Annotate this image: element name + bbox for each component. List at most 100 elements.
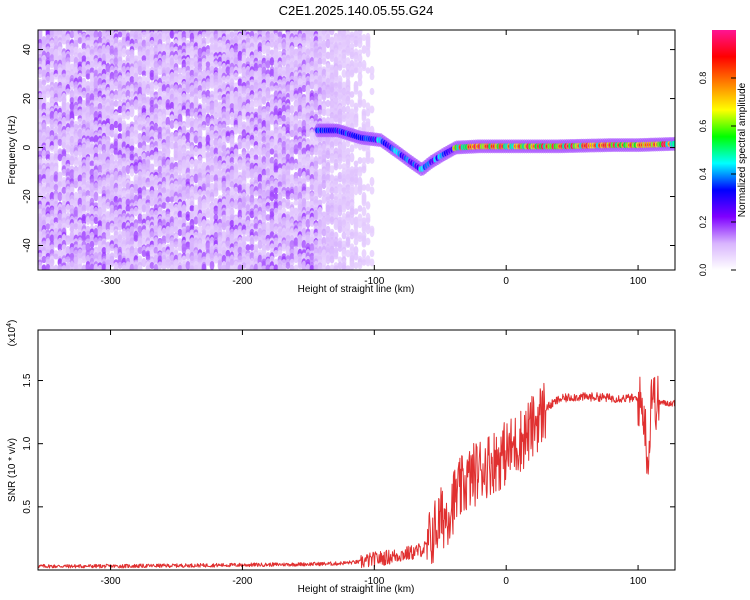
spectrogram-noise-cell — [109, 226, 115, 233]
spectrogram-noise-cell — [53, 141, 59, 150]
spectrogram-noise-cell — [105, 144, 111, 153]
spectrogram-noise-cell — [73, 180, 79, 189]
spectrogram-noise-cell — [73, 108, 79, 117]
spectrogram-noise-cell — [149, 54, 155, 63]
spectrogram-noise-cell — [65, 144, 71, 153]
spectrogram-noise-cell — [73, 123, 79, 132]
spectrogram-noise-cell — [361, 165, 367, 174]
spectrogram-noise-cell — [53, 253, 59, 260]
spectrogram-noise-cell — [41, 250, 47, 257]
spectrogram-noise-cell — [81, 204, 87, 213]
spectrogram-noise-cell — [369, 72, 375, 81]
spectrogram-noise-cell — [89, 189, 95, 198]
spectrogram-noise-cell — [201, 263, 207, 270]
spectrogram-noise-cell — [77, 128, 83, 139]
spectrogram-noise-cell — [105, 264, 111, 270]
spectrogram-noise-cell — [57, 249, 63, 258]
spectrogram-noise-cell — [117, 123, 123, 132]
spectrogram-noise-cell — [89, 49, 95, 56]
spectrogram-noise-cell — [97, 102, 103, 111]
spectrogram-noise-cell — [117, 222, 123, 231]
spectrogram-noise-cell — [89, 53, 95, 64]
spectrogram-noise-cell — [77, 160, 83, 167]
spectrogram-noise-cell — [69, 147, 75, 156]
spectrogram-noise-cell — [141, 176, 147, 187]
spectrogram-noise-cell — [53, 174, 59, 183]
spectrogram-noise-cell — [125, 153, 131, 162]
spectrogram-noise-cell — [69, 138, 75, 147]
spectrogram-noise-cell — [65, 88, 71, 95]
spectrogram-noise-cell — [69, 102, 75, 111]
spectrogram-noise-cell — [357, 38, 363, 49]
spectrogram-noise-cell — [117, 133, 123, 140]
spectrogram-noise-cell — [129, 132, 135, 141]
spectrogram-noise-cell — [97, 186, 103, 195]
spectrogram-noise-cell — [89, 147, 95, 156]
spectrogram-noise-cell — [69, 30, 75, 39]
spectrogram-noise-cell — [97, 152, 103, 163]
spectrogram-noise-cell — [97, 48, 103, 57]
spectrogram-noise-cell — [133, 134, 139, 145]
spectrogram-noise-cell — [133, 62, 139, 73]
spectrogram-noise-cell — [113, 94, 119, 101]
spectrogram-noise-cell — [73, 264, 79, 270]
spectrogram-noise-cell — [137, 207, 143, 216]
spectrogram-noise-cell — [69, 54, 75, 63]
spectrogram-noise-cell — [369, 157, 375, 164]
spectrogram-noise-cell — [89, 93, 95, 102]
spectrogram-noise-cell — [89, 263, 95, 270]
spectrogram-noise-cell — [57, 153, 63, 162]
spectrogram-noise-cell — [145, 136, 151, 143]
spectrogram-noise-cell — [117, 60, 123, 69]
spectrogram-noise-cell — [93, 237, 99, 246]
spectrogram-noise-cell — [49, 234, 55, 243]
spectrogram-noise-cell — [149, 72, 155, 81]
spectrogram-noise-cell — [77, 37, 83, 44]
spectrogram-noise-cell — [125, 101, 131, 112]
spectrogram-noise-cell — [45, 90, 51, 99]
spectrogram-noise-cell — [357, 78, 363, 87]
spectrogram-noise-cell — [121, 122, 127, 133]
spectrogram-noise-cell — [333, 253, 339, 260]
spectrogram-noise-cell — [105, 79, 111, 86]
spectrogram-noise-cell — [45, 46, 51, 53]
spectrogram-noise-cell — [109, 32, 115, 43]
spectrogram-noise-cell — [137, 264, 143, 270]
spectrogram-noise-cell — [121, 30, 127, 36]
spectrogram-noise-cell — [141, 70, 147, 77]
spectrogram-noise-cell — [353, 121, 359, 128]
spectrogram-noise-cell — [41, 79, 47, 86]
spectrogram-noise-cell — [77, 180, 83, 189]
spectrogram-noise-cell — [69, 186, 75, 195]
spectrogram-noise-cell — [113, 216, 119, 225]
spectrogram-noise-cell — [53, 153, 59, 162]
spectrogram-noise-cell — [113, 187, 119, 194]
spectrogram-noise-cell — [137, 142, 143, 149]
spectrogram-noise-cell — [93, 134, 99, 145]
spectrogram-noise-cell — [365, 47, 371, 58]
spectrogram-noise-cell — [133, 241, 139, 248]
spectrogram-noise-cell — [69, 63, 75, 72]
spectrogram-noise-cell — [129, 145, 135, 152]
spectrogram-noise-cell — [41, 186, 47, 195]
spectrogram-noise-cell — [133, 187, 139, 194]
spectrogram-noise-cell — [145, 61, 151, 68]
spectrogram-noise-cell — [41, 178, 47, 185]
spectrogram-noise-cell — [45, 223, 51, 230]
spectrogram-noise-cell — [145, 70, 151, 77]
spectrogram-noise-cell — [77, 52, 83, 59]
spectrogram-noise-cell — [93, 228, 99, 237]
spectrogram-noise-cell — [329, 30, 335, 36]
spectrogram-noise-cell — [77, 189, 83, 198]
figure-title: C2E1.2025.140.05.55.G24 — [279, 3, 434, 18]
spectrogram-noise-cell — [85, 99, 91, 108]
spectrogram-noise-cell — [65, 203, 71, 214]
spectrogram-noise-cell — [117, 31, 123, 38]
spectrogram-noise-cell — [77, 253, 83, 260]
spectrogram-noise-cell — [53, 241, 59, 248]
spectrogram-noise-cell — [89, 160, 95, 167]
spectrogram-noise-cell — [125, 49, 131, 56]
spectrogram-noise-cell — [125, 164, 131, 175]
spectrogram-noise-cell — [145, 144, 151, 153]
